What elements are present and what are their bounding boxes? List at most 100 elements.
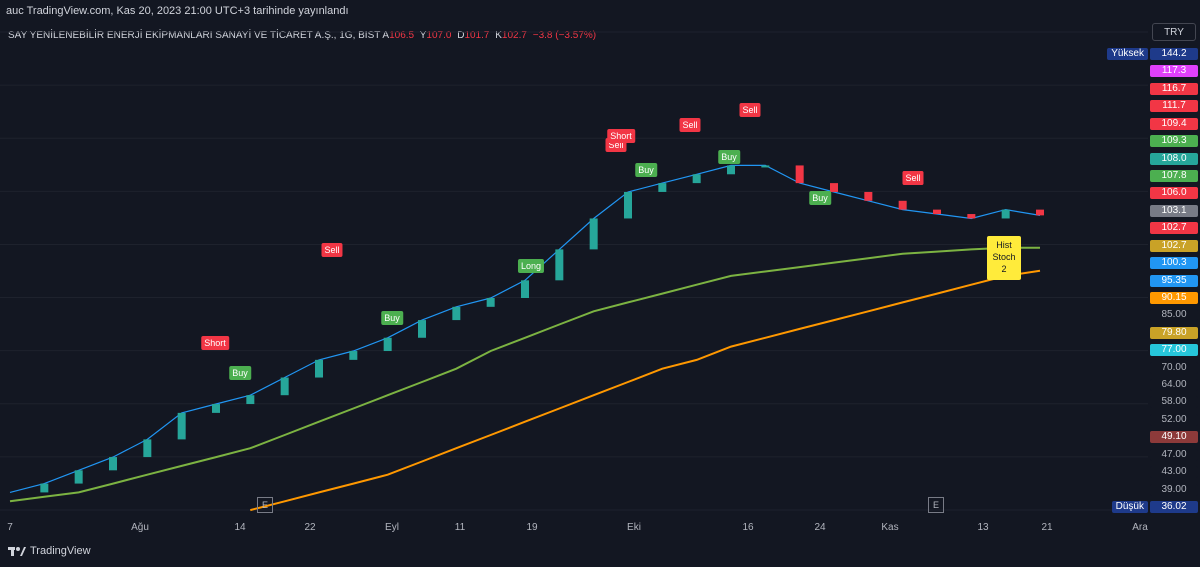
signal-buy[interactable]: Buy bbox=[809, 191, 831, 205]
high-value: 107.0 bbox=[426, 30, 452, 41]
price-tick-label: 49.10 bbox=[1150, 431, 1198, 444]
open-label: A bbox=[382, 30, 390, 41]
signal-sell[interactable]: Sell bbox=[679, 118, 701, 132]
price-tick-label: 111.7 bbox=[1150, 100, 1198, 113]
candle bbox=[761, 165, 770, 168]
publisher-line: auc TradingView.com, Kas 20, 2023 21:00 … bbox=[6, 5, 349, 17]
candle bbox=[452, 306, 461, 321]
candle bbox=[933, 209, 941, 215]
price-tick-label: 79.80 bbox=[1150, 326, 1198, 339]
candle bbox=[692, 174, 701, 184]
change-value: −3.8 (−3.57%) bbox=[532, 30, 597, 41]
chart-grid bbox=[0, 31, 1148, 511]
candle bbox=[624, 191, 632, 219]
price-tick-label: 109.3 bbox=[1150, 135, 1198, 148]
close-label: K bbox=[495, 30, 502, 41]
candle bbox=[280, 377, 289, 396]
signal-sell[interactable]: Sell bbox=[321, 243, 343, 257]
candle bbox=[383, 337, 392, 352]
signal-buy[interactable]: Buy bbox=[635, 163, 657, 177]
price-tick-label: 85.00 bbox=[1150, 309, 1198, 322]
earnings-badge[interactable]: E bbox=[257, 497, 273, 513]
x-tick-label: Ara bbox=[1132, 522, 1148, 533]
candle bbox=[177, 412, 186, 440]
series-layer bbox=[9, 164, 1041, 512]
candle bbox=[212, 404, 220, 413]
candle bbox=[40, 483, 49, 493]
price-tick-label: 103.1 bbox=[1150, 204, 1198, 217]
price-tick-label: 95.35 bbox=[1150, 274, 1198, 287]
candle bbox=[967, 214, 976, 219]
signal-sell[interactable]: Short bbox=[201, 336, 229, 350]
candle bbox=[349, 351, 358, 360]
series-line-0 bbox=[9, 164, 1041, 493]
candle bbox=[109, 457, 117, 471]
hist-line-2: Stoch bbox=[992, 252, 1016, 262]
x-tick-label: 13 bbox=[977, 522, 989, 533]
signal-buy[interactable]: Long bbox=[517, 259, 545, 273]
x-tick-label: Eki bbox=[627, 522, 641, 533]
price-tick-label: 47.00 bbox=[1150, 448, 1198, 461]
price-tick-label: 102.7 bbox=[1150, 222, 1198, 235]
candle bbox=[795, 165, 804, 184]
price-axis bbox=[1148, 22, 1200, 522]
price-tick-label: 117.3 bbox=[1150, 65, 1198, 78]
candle bbox=[521, 280, 529, 298]
currency-button[interactable]: TRY bbox=[1152, 23, 1196, 41]
earnings-badge[interactable]: E bbox=[928, 497, 944, 513]
candle bbox=[486, 297, 495, 307]
price-tick-label: 52.00 bbox=[1150, 413, 1198, 426]
symbol-name: SAY YENİLENEBİLİR ENERJİ EKİPMANLARI SAN… bbox=[8, 30, 381, 41]
tradingview-logo[interactable]: TradingView bbox=[8, 545, 91, 557]
hist-line-3: 2 bbox=[1001, 264, 1007, 274]
candle bbox=[74, 470, 83, 484]
price-chart[interactable] bbox=[0, 22, 1148, 522]
signal-buy[interactable]: Buy bbox=[381, 311, 403, 325]
candle bbox=[898, 200, 907, 210]
hist-line-1: Hist bbox=[996, 240, 1012, 250]
signal-sell[interactable]: Sell bbox=[902, 171, 924, 185]
x-tick-label: 24 bbox=[814, 522, 826, 533]
signal-buy[interactable]: Buy bbox=[718, 150, 740, 164]
x-tick-label: 11 bbox=[454, 522, 466, 533]
symbol-header: SAY YENİLENEBİLİR ENERJİ EKİPMANLARI SAN… bbox=[8, 30, 599, 41]
price-tick-label: 108.0 bbox=[1150, 152, 1198, 165]
low-named-tag: Düşük bbox=[1111, 501, 1148, 513]
x-tick-label: 16 bbox=[742, 522, 754, 533]
price-tick-label: 70.00 bbox=[1150, 361, 1198, 374]
signal-sell[interactable]: Short bbox=[607, 129, 635, 143]
candle bbox=[864, 191, 873, 201]
high-label: Y bbox=[419, 30, 427, 41]
hist-stoch-box: Hist Stoch 2 bbox=[987, 236, 1021, 280]
candle bbox=[1036, 209, 1044, 216]
price-tick-label: 58.00 bbox=[1150, 396, 1198, 409]
x-tick-label: 21 bbox=[1041, 522, 1053, 533]
candle bbox=[555, 249, 564, 281]
candle bbox=[143, 439, 152, 458]
x-tick-label: Kas bbox=[881, 522, 899, 533]
x-tick-label: 22 bbox=[304, 522, 316, 533]
price-tick-label: 102.7 bbox=[1150, 239, 1198, 252]
price-tick-label: 107.8 bbox=[1150, 169, 1198, 182]
high-named-tag: Yüksek bbox=[1107, 48, 1148, 60]
tradingview-logo-text: TradingView bbox=[30, 545, 91, 557]
candle bbox=[1001, 209, 1010, 219]
x-tick-label: 14 bbox=[234, 522, 246, 533]
candle bbox=[315, 359, 323, 378]
x-tick-label: 7 bbox=[7, 522, 13, 533]
signal-buy[interactable]: Buy bbox=[229, 366, 251, 380]
candle-layer bbox=[40, 165, 1044, 493]
signal-sell[interactable]: Sell bbox=[739, 103, 761, 117]
low-label: D bbox=[457, 30, 465, 41]
price-tick-label: 90.15 bbox=[1150, 291, 1198, 304]
candle bbox=[418, 320, 426, 338]
series-line-1 bbox=[9, 246, 1040, 503]
candle bbox=[589, 218, 598, 250]
price-tick-label: 39.00 bbox=[1150, 483, 1198, 496]
price-tick-label: 144.2 bbox=[1150, 48, 1198, 60]
price-tick-label: 106.0 bbox=[1150, 187, 1198, 200]
price-tick-label: 64.00 bbox=[1150, 379, 1198, 392]
price-tick-label: 77.00 bbox=[1150, 344, 1198, 357]
price-tick-label: 109.4 bbox=[1150, 117, 1198, 130]
tradingview-icon bbox=[8, 547, 26, 556]
